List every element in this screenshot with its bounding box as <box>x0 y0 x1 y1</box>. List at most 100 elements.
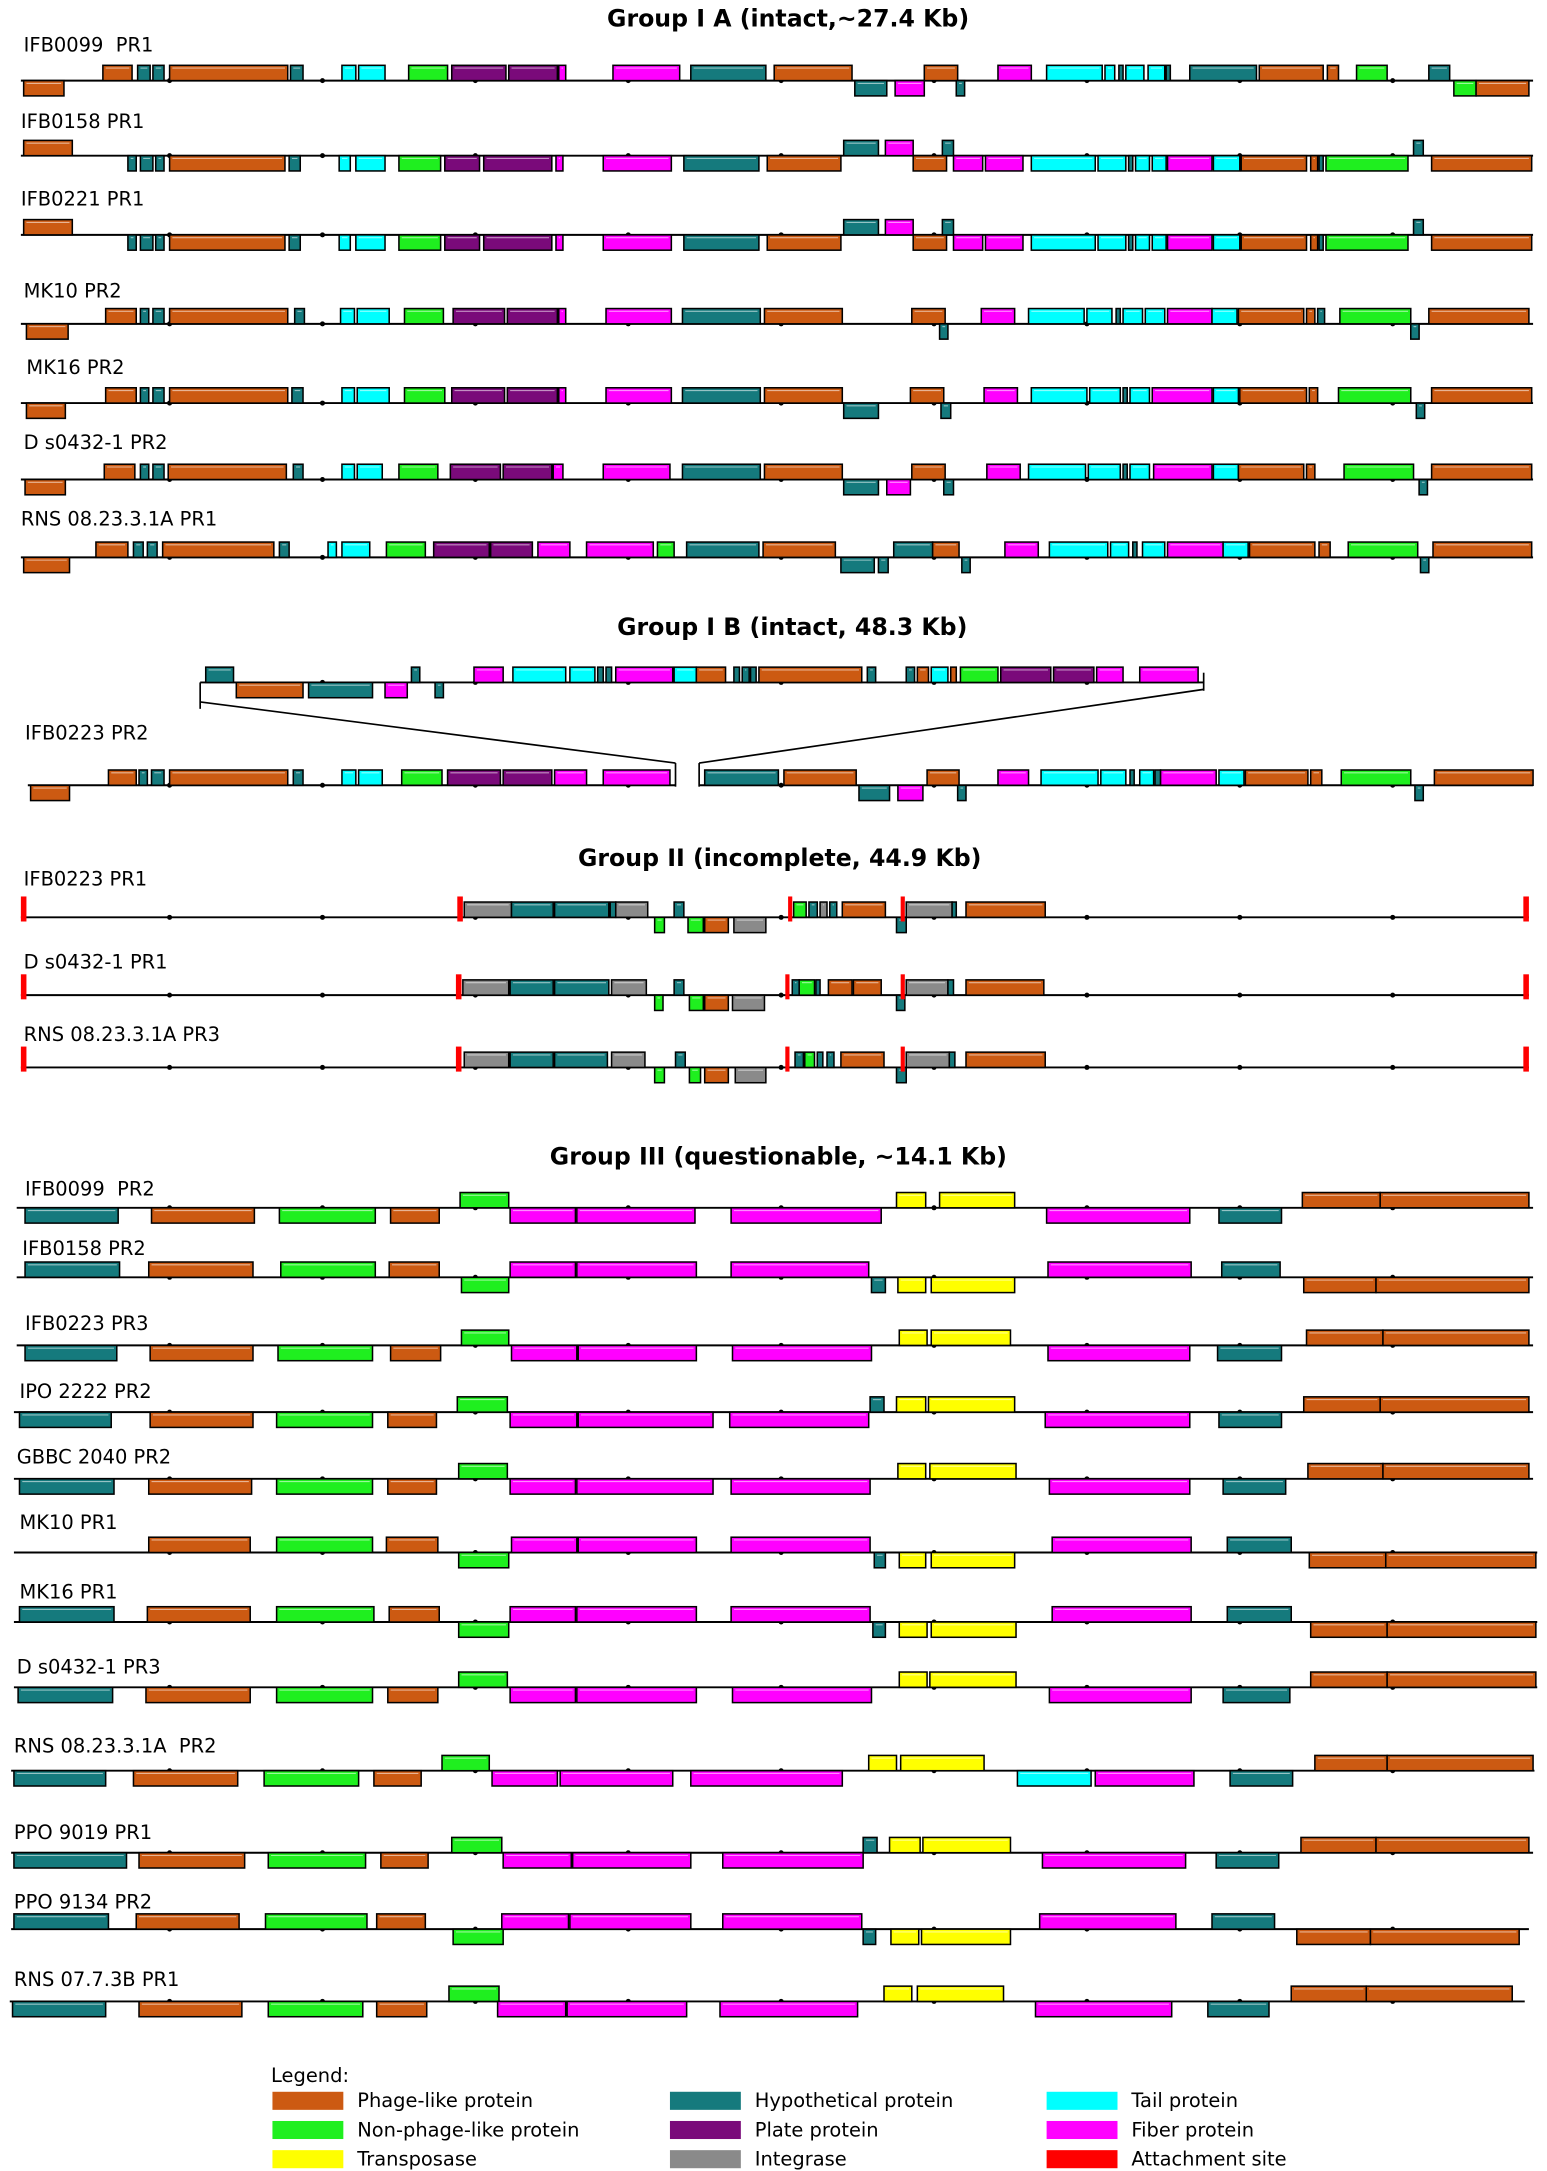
gene-tail <box>1151 234 1167 251</box>
gene-hypothetical <box>826 1051 835 1069</box>
gene-plate <box>507 64 559 82</box>
gene-fiber <box>1094 1769 1195 1787</box>
track-label: MK16 PR1 <box>19 1580 117 1603</box>
gene-non-phage-like <box>1339 307 1412 325</box>
gene-tail <box>1141 541 1166 559</box>
gene-non-phage-like <box>275 1686 374 1704</box>
gene-transposase <box>898 1329 928 1347</box>
gene-hypothetical <box>941 139 955 157</box>
gene-phage-like <box>923 64 959 82</box>
gene-hypothetical <box>681 307 762 325</box>
gene-non-phage-like <box>457 1671 509 1689</box>
scale-tick <box>167 1064 173 1070</box>
gene-tail <box>1129 387 1151 404</box>
scale-tick <box>319 78 325 84</box>
gene-fiber <box>1051 1605 1192 1623</box>
gene-phage-like <box>763 387 844 404</box>
gene-transposase <box>898 1621 928 1639</box>
track-label: IFB0221 PR1 <box>21 188 145 211</box>
gene-tail <box>341 387 356 404</box>
gene-phage-like <box>149 1411 254 1429</box>
gene-fiber <box>569 1913 692 1930</box>
gene-plate <box>444 154 481 172</box>
gene-tail <box>1211 307 1238 325</box>
gene-fiber <box>571 1851 692 1869</box>
gene-hypothetical <box>866 666 877 684</box>
gene-phage-like <box>1379 1191 1530 1209</box>
gene-tail <box>1125 64 1145 82</box>
gene-hypothetical <box>553 979 610 996</box>
gene-phage-like <box>1382 1329 1530 1347</box>
track-label: RNS 08.23.3.1A PR1 <box>21 507 217 530</box>
gene-fiber <box>473 666 504 684</box>
legend-item: Fiber protein <box>1046 2118 1254 2141</box>
legend-label: Transposase <box>356 2147 477 2170</box>
gene-fiber <box>537 541 571 559</box>
gene-transposase <box>930 1329 1012 1347</box>
gene-phage-like <box>389 1344 442 1362</box>
legend-label: Attachment site <box>1131 2147 1286 2170</box>
gene-phage-like <box>1375 1276 1530 1294</box>
track-label: PPO 9134 PR2 <box>14 1890 152 1913</box>
gene-phage-like <box>965 901 1046 919</box>
gene-hypothetical <box>862 1928 877 1946</box>
gene-non-phage-like <box>457 1462 509 1480</box>
track-label: PPO 9019 PR1 <box>14 1821 152 1844</box>
gene-fiber <box>576 1261 698 1279</box>
gene-fiber <box>690 1769 844 1787</box>
gene-phage-like <box>1240 234 1308 251</box>
gene-non-phage-like <box>688 994 705 1012</box>
gene-tail <box>1097 234 1127 251</box>
gene-transposase <box>916 1985 1005 2003</box>
gene-tail <box>341 769 357 787</box>
gene-phage-like <box>1326 64 1340 82</box>
track-label: IFB0223 PR3 <box>25 1312 149 1335</box>
scale-tick <box>319 992 325 998</box>
gene-tail <box>341 463 356 481</box>
gene-phage-like <box>375 2000 428 2018</box>
gene-integrase <box>610 1051 646 1069</box>
gene-phage-like <box>102 64 133 82</box>
gene-phage-like <box>1239 387 1308 404</box>
gene-hypothetical <box>139 307 150 325</box>
gene-tail <box>357 64 386 82</box>
gene-phage-like <box>1384 1551 1537 1569</box>
gene-non-phage-like <box>267 2000 364 2018</box>
gene-non-phage-like <box>457 1551 510 1569</box>
gene-fiber <box>510 1344 578 1362</box>
gene-fiber <box>509 1261 577 1279</box>
gene-hypothetical <box>816 1051 824 1069</box>
gene-phage-like <box>1475 79 1530 97</box>
gene-hypothetical <box>1215 1851 1280 1869</box>
gene-hypothetical <box>877 556 889 574</box>
gene-track: IFB0221 PR1 <box>20 188 1534 251</box>
gene-hypothetical <box>1418 478 1429 496</box>
gene-hypothetical <box>288 234 302 251</box>
gene-plate <box>450 387 506 404</box>
gene-phage-like <box>22 139 74 157</box>
gene-hypothetical <box>940 402 952 420</box>
gene-phage-like <box>1430 154 1533 172</box>
gene-hypothetical <box>1220 1261 1281 1279</box>
gene-hypothetical <box>434 681 445 699</box>
gene-hypothetical <box>18 1605 115 1623</box>
gene-phage-like <box>388 1605 440 1623</box>
gene-phage-like <box>1365 1985 1513 2003</box>
gene-fiber <box>612 64 681 82</box>
attachment-site-marker <box>457 896 463 922</box>
gene-fiber <box>731 1344 873 1362</box>
gene-fiber <box>509 1411 578 1429</box>
gene-non-phage-like <box>459 1191 510 1209</box>
gene-track: MK10 PR2 <box>20 279 1534 340</box>
gene-hypothetical <box>18 1478 115 1495</box>
gene-phage-like <box>762 541 837 559</box>
gene-tail <box>338 234 352 251</box>
gene-phage-like <box>926 769 960 787</box>
gene-fiber <box>555 154 564 172</box>
scale-tick <box>1390 914 1396 920</box>
gene-fiber <box>502 1851 573 1869</box>
gene-integrase <box>463 1051 510 1069</box>
gene-tail <box>1048 541 1109 559</box>
gene-fiber <box>1166 154 1213 172</box>
gene-hypothetical <box>289 64 304 82</box>
